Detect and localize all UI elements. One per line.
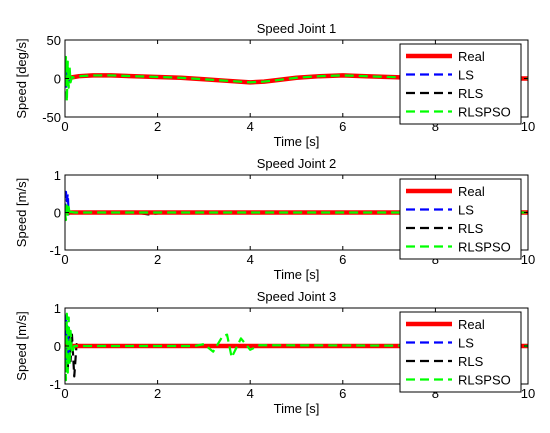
y-tick-label: 1: [54, 168, 61, 183]
y-tick-label: -1: [49, 243, 61, 258]
x-tick-label: 0: [61, 386, 68, 401]
legend: Real LS RLS RLSPSO: [399, 178, 522, 260]
legend-label-real: Real: [458, 49, 485, 64]
x-tick-label: 8: [432, 119, 439, 134]
x-tick-label: 4: [247, 386, 254, 401]
x-tick-label: 4: [247, 252, 254, 267]
legend-label-ls: LS: [458, 68, 474, 83]
legend: Real LS RLS RLSPSO: [399, 43, 522, 125]
x-tick-label: 6: [339, 386, 346, 401]
legend-label-real: Real: [458, 317, 485, 332]
x-tick-label: 4: [247, 119, 254, 134]
y-tick-label: 0: [54, 72, 61, 87]
legend-label-real: Real: [458, 184, 485, 199]
x-tick-label: 10: [521, 386, 535, 401]
x-tick-label: 10: [521, 119, 535, 134]
y-axis-label: Speed [m/s]: [14, 178, 29, 247]
series-line-rlspso: [65, 312, 528, 382]
x-tick-label: 0: [61, 252, 68, 267]
y-tick-label: -1: [49, 377, 61, 392]
x-tick-label: 0: [61, 119, 68, 134]
x-tick-label: 2: [154, 386, 161, 401]
series-line-rlspso: [65, 55, 528, 103]
y-tick-label: 1: [54, 301, 61, 316]
x-tick-label: 2: [154, 252, 161, 267]
legend-label-ls: LS: [458, 203, 474, 218]
legend-label-rlspso: RLSPSO: [458, 240, 511, 255]
chart-title: Speed Joint 3: [257, 289, 337, 304]
x-tick-label: 6: [339, 252, 346, 267]
y-axis-label: Speed [m/s]: [14, 311, 29, 380]
series-line-rlspso: [65, 202, 528, 222]
x-axis-label: Time [s]: [274, 401, 320, 416]
y-axis-label: Speed [deg/s]: [14, 38, 29, 118]
chart-title: Speed Joint 1: [257, 21, 337, 36]
legend-label-rlspso: RLSPSO: [458, 373, 511, 388]
x-tick-label: 2: [154, 119, 161, 134]
chart-title: Speed Joint 2: [257, 156, 337, 171]
y-tick-label: -50: [42, 110, 61, 125]
x-tick-label: 10: [521, 252, 535, 267]
x-tick-label: 6: [339, 119, 346, 134]
x-axis-label: Time [s]: [274, 267, 320, 282]
x-axis-label: Time [s]: [274, 134, 320, 149]
y-tick-label: 0: [54, 206, 61, 221]
legend: Real LS RLS RLSPSO: [399, 311, 522, 393]
legend-label-ls: LS: [458, 336, 474, 351]
x-tick-label: 8: [432, 386, 439, 401]
y-tick-label: 50: [47, 33, 61, 48]
legend-label-rlspso: RLSPSO: [458, 105, 511, 120]
legend-label-rls: RLS: [458, 354, 484, 369]
legend-label-rls: RLS: [458, 221, 484, 236]
legend-label-rls: RLS: [458, 86, 484, 101]
y-tick-label: 0: [54, 339, 61, 354]
